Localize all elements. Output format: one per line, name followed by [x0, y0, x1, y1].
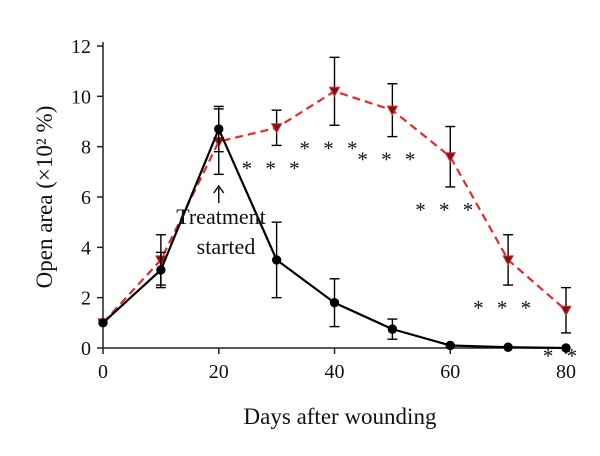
annotation-treatment: Treatment: [176, 204, 266, 229]
x-tick-label: 0: [98, 361, 108, 383]
significance-marker: * * *: [300, 136, 362, 160]
data-point: [386, 105, 399, 117]
y-axis-title: Open area (×10² %): [32, 106, 57, 289]
data-point: [329, 298, 340, 308]
treatment-arrow-head: [213, 184, 225, 194]
data-point: [387, 324, 398, 334]
significance-marker: * * *: [357, 148, 419, 172]
x-axis-title: Days after wounding: [244, 404, 437, 429]
significance-marker: * * *: [242, 156, 304, 180]
data-point: [502, 255, 514, 266]
significance-marker: * * *: [473, 296, 535, 320]
annotation-started: started: [197, 234, 256, 259]
data-point: [444, 152, 457, 163]
data-point: [561, 343, 571, 353]
data-point: [156, 265, 166, 275]
significance-marker: * *: [543, 344, 581, 368]
x-tick-label: 20: [209, 361, 229, 383]
y-tick-label: 2: [81, 288, 91, 310]
data-point: [270, 123, 283, 134]
x-tick-label: 80: [556, 361, 576, 383]
y-tick-label: 6: [81, 187, 91, 209]
data-point: [503, 342, 513, 352]
significance-marker: * * *: [415, 198, 477, 222]
annotations: * * ** * ** * ** * ** * ** *Treatmentsta…: [176, 136, 581, 368]
axes: 0 2 4 6 8 10 12 0 20 40 60 80: [71, 36, 576, 383]
data-point: [560, 305, 572, 317]
plot-area: [97, 56, 572, 353]
x-tick-label: 40: [325, 361, 345, 383]
data-point: [328, 86, 341, 98]
x-tick-label: 60: [440, 361, 460, 383]
data-point: [271, 255, 282, 265]
y-tick-label: 8: [81, 137, 91, 159]
y-tick-label: 4: [81, 237, 91, 259]
data-point: [98, 318, 108, 328]
y-tick-label: 10: [71, 86, 91, 108]
data-point: [214, 124, 224, 134]
y-tick-label: 12: [71, 36, 91, 58]
y-tick-label: 0: [81, 338, 91, 360]
data-point: [445, 340, 455, 351]
